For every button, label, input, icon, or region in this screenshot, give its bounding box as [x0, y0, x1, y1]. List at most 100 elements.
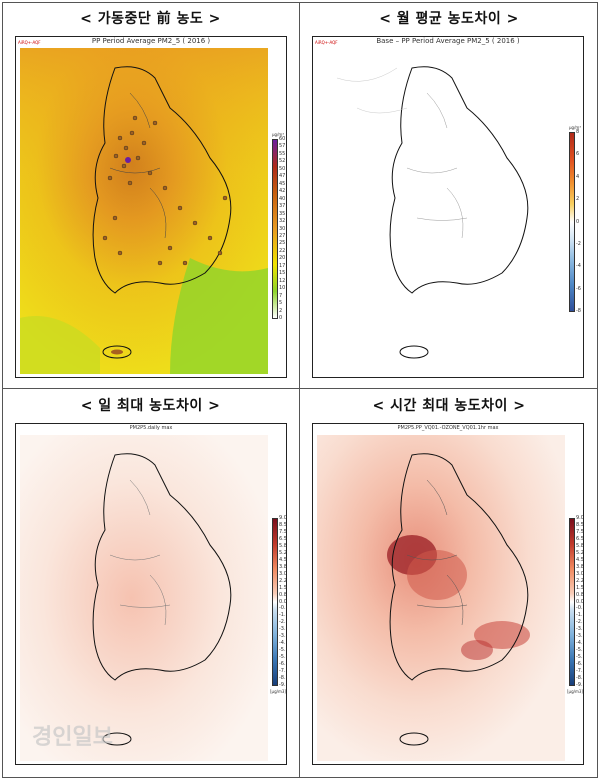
- watermark: 경인일보: [32, 725, 113, 750]
- colorbar-tick-label: 0.0: [279, 598, 287, 605]
- colorbar-tick-label: 5.2: [279, 549, 287, 556]
- panel-heading: < 일 최대 농도차이 >: [80, 398, 221, 414]
- colorbar-tick-label: -5.2: [279, 647, 286, 654]
- colorbar-tick-label: 7.5: [279, 528, 287, 535]
- colorbar-tick-label: -3.8: [576, 633, 583, 640]
- colorbar-tick-label: 6.5: [576, 535, 584, 542]
- colorbar-ticks: 8 6 4 2 0 -2 -4 -6 -8: [576, 129, 583, 314]
- colorbar-tick-label: -7.5: [576, 668, 583, 675]
- diff-map-svg: [317, 48, 565, 374]
- colorbar-tick-label: 9.0: [576, 515, 584, 521]
- colorbar-tick-label: -4: [576, 263, 581, 270]
- colorbar-tick-label: 5.8: [279, 542, 287, 549]
- colorbar-tick-label: 2: [279, 307, 283, 314]
- pm-concentration-map: [20, 48, 268, 374]
- colorbar-tick-label: -5.2: [576, 647, 583, 654]
- map-plot: PM2P5.PP_VQ01.-OZONE_VQ01.1hr max: [312, 423, 584, 765]
- pm-map-svg: [20, 48, 268, 374]
- colorbar-tick-label: -2.2: [279, 619, 286, 626]
- difference-map: [317, 48, 565, 374]
- plot-title: Base – PP Period Average PM2_5 ( 2016 ): [376, 37, 520, 45]
- colorbar-tick-label: 3.0: [576, 570, 584, 577]
- colorbar-tick-label: 3.8: [576, 563, 584, 570]
- colorbar-unit: [μg/m3]: [567, 689, 583, 694]
- map-plot: AiRQ+-AQF PP Period Average PM2_5 ( 2016…: [15, 36, 287, 378]
- colorbar-tick-label: 8.5: [576, 521, 584, 528]
- colorbar-tick-label: -3.0: [576, 626, 583, 633]
- colorbar-tick-label: 7.5: [576, 528, 584, 535]
- colorbar-tick-label: -2: [576, 240, 581, 247]
- panel-heading: < 시간 최대 농도차이 >: [372, 398, 526, 414]
- colorbar: [569, 132, 575, 312]
- daily-max-svg: [20, 435, 268, 761]
- panel-monthly-average-difference: < 월 평균 농도차이 > AiRQ+-AQF Base – PP Period…: [300, 2, 598, 388]
- colorbar-tick-label: -3.8: [279, 633, 286, 640]
- colorbar-tick-label: -5.8: [576, 654, 583, 661]
- colorbar-ticks: 60 57 55 52 50 47 45 42 40 37 35 32 30 27 25 22 20 17 15 12…: [279, 136, 286, 321]
- colorbar-tick-label: -8: [576, 308, 581, 314]
- colorbar-tick-label: 0.8: [279, 591, 287, 598]
- colorbar-tick-label: 40: [279, 195, 286, 202]
- colorbar-tick-label: 30: [279, 225, 286, 232]
- colorbar-tick-label: 27: [279, 232, 286, 239]
- map-plot: AiRQ+-AQF Base – PP Period Average PM2_5…: [312, 36, 584, 378]
- colorbar-tick-label: -0.8: [279, 605, 286, 612]
- colorbar: [569, 518, 575, 686]
- colorbar-tick-label: 7: [279, 292, 283, 299]
- panel-heading: < 월 평균 농도차이 >: [379, 11, 519, 27]
- map-plot: PM2P5.daily max 9.0 8.5 7.5 6.5 5.8 5.2 4.5 3.8…: [15, 423, 287, 765]
- colorbar-tick-label: -1.5: [279, 612, 286, 619]
- colorbar-tick-label: 25: [279, 240, 286, 247]
- colorbar-tick-label: 55: [279, 150, 286, 157]
- colorbar-tick-label: -9.0: [576, 682, 583, 688]
- colorbar-tick-label: 60: [279, 136, 286, 142]
- colorbar-tick-label: -4.5: [576, 640, 583, 647]
- colorbar-tick-label: 50: [279, 165, 286, 172]
- colorbar-tick-label: 8: [576, 129, 580, 135]
- colorbar-tick-label: 17: [279, 262, 286, 269]
- colorbar-tick-label: -9.0: [279, 682, 286, 688]
- panel-daily-max-difference: < 일 최대 농도차이 > PM2P5.daily max 9.0 8.5 7.5 6…: [2, 389, 299, 778]
- colorbar-tick-label: 4.5: [279, 556, 287, 563]
- daily-max-map: [20, 435, 268, 761]
- colorbar-tick-label: -1.5: [576, 612, 583, 619]
- colorbar-tick-label: 0.8: [576, 591, 584, 598]
- colorbar-tick-label: -7.5: [279, 668, 286, 675]
- hourly-max-map: [317, 435, 565, 761]
- colorbar-tick-label: 20: [279, 255, 286, 262]
- colorbar-tick-label: -6: [576, 285, 581, 292]
- colorbar-tick-label: -3.0: [279, 626, 286, 633]
- panel-heading: < 가동중단 前 농도 >: [80, 11, 221, 27]
- colorbar-tick-label: 4.5: [576, 556, 584, 563]
- colorbar-tick-label: 3.8: [279, 563, 287, 570]
- colorbar-tick-label: 5.8: [576, 542, 584, 549]
- colorbar-tick-label: 1.5: [279, 584, 287, 591]
- colorbar-tick-label: 12: [279, 277, 286, 284]
- colorbar-tick-label: 6.5: [279, 535, 287, 542]
- hourly-max-svg: [317, 435, 565, 761]
- colorbar-tick-label: 42: [279, 188, 286, 195]
- colorbar: [272, 139, 278, 319]
- colorbar-unit: μg/m³: [272, 132, 284, 137]
- colorbar-tick-label: 2: [576, 196, 580, 203]
- colorbar-tick-label: 0.0: [576, 598, 584, 605]
- colorbar-tick-label: 1.5: [576, 584, 584, 591]
- panel-pre-shutdown: < 가동중단 前 농도 > AiRQ+-AQF PP Period Averag…: [2, 2, 299, 388]
- colorbar-ticks: 9.0 8.5 7.5 6.5 5.8 5.2 4.5 3.8 3.0 2.2 1.5 0.8 0.0-…: [576, 515, 584, 688]
- colorbar-tick-label: 0: [279, 315, 283, 321]
- colorbar-tick-label: 35: [279, 210, 286, 217]
- colorbar-tick-label: 6: [576, 151, 580, 158]
- colorbar-tick-label: 9.0: [279, 515, 287, 521]
- colorbar-tick-label: -0.8: [576, 605, 583, 612]
- colorbar-tick-label: 4: [576, 173, 580, 180]
- colorbar-tick-label: 37: [279, 203, 286, 210]
- colorbar-tick-label: 10: [279, 285, 286, 292]
- colorbar-tick-label: -8.5: [576, 675, 583, 682]
- colorbar-tick-label: 15: [279, 270, 286, 277]
- model-label: AiRQ+-AQF: [315, 40, 338, 45]
- plot-title: PM2P5.daily max: [129, 425, 173, 431]
- colorbar-tick-label: -5.8: [279, 654, 286, 661]
- colorbar-tick-label: 22: [279, 247, 286, 254]
- colorbar-tick-label: 8.5: [279, 521, 287, 528]
